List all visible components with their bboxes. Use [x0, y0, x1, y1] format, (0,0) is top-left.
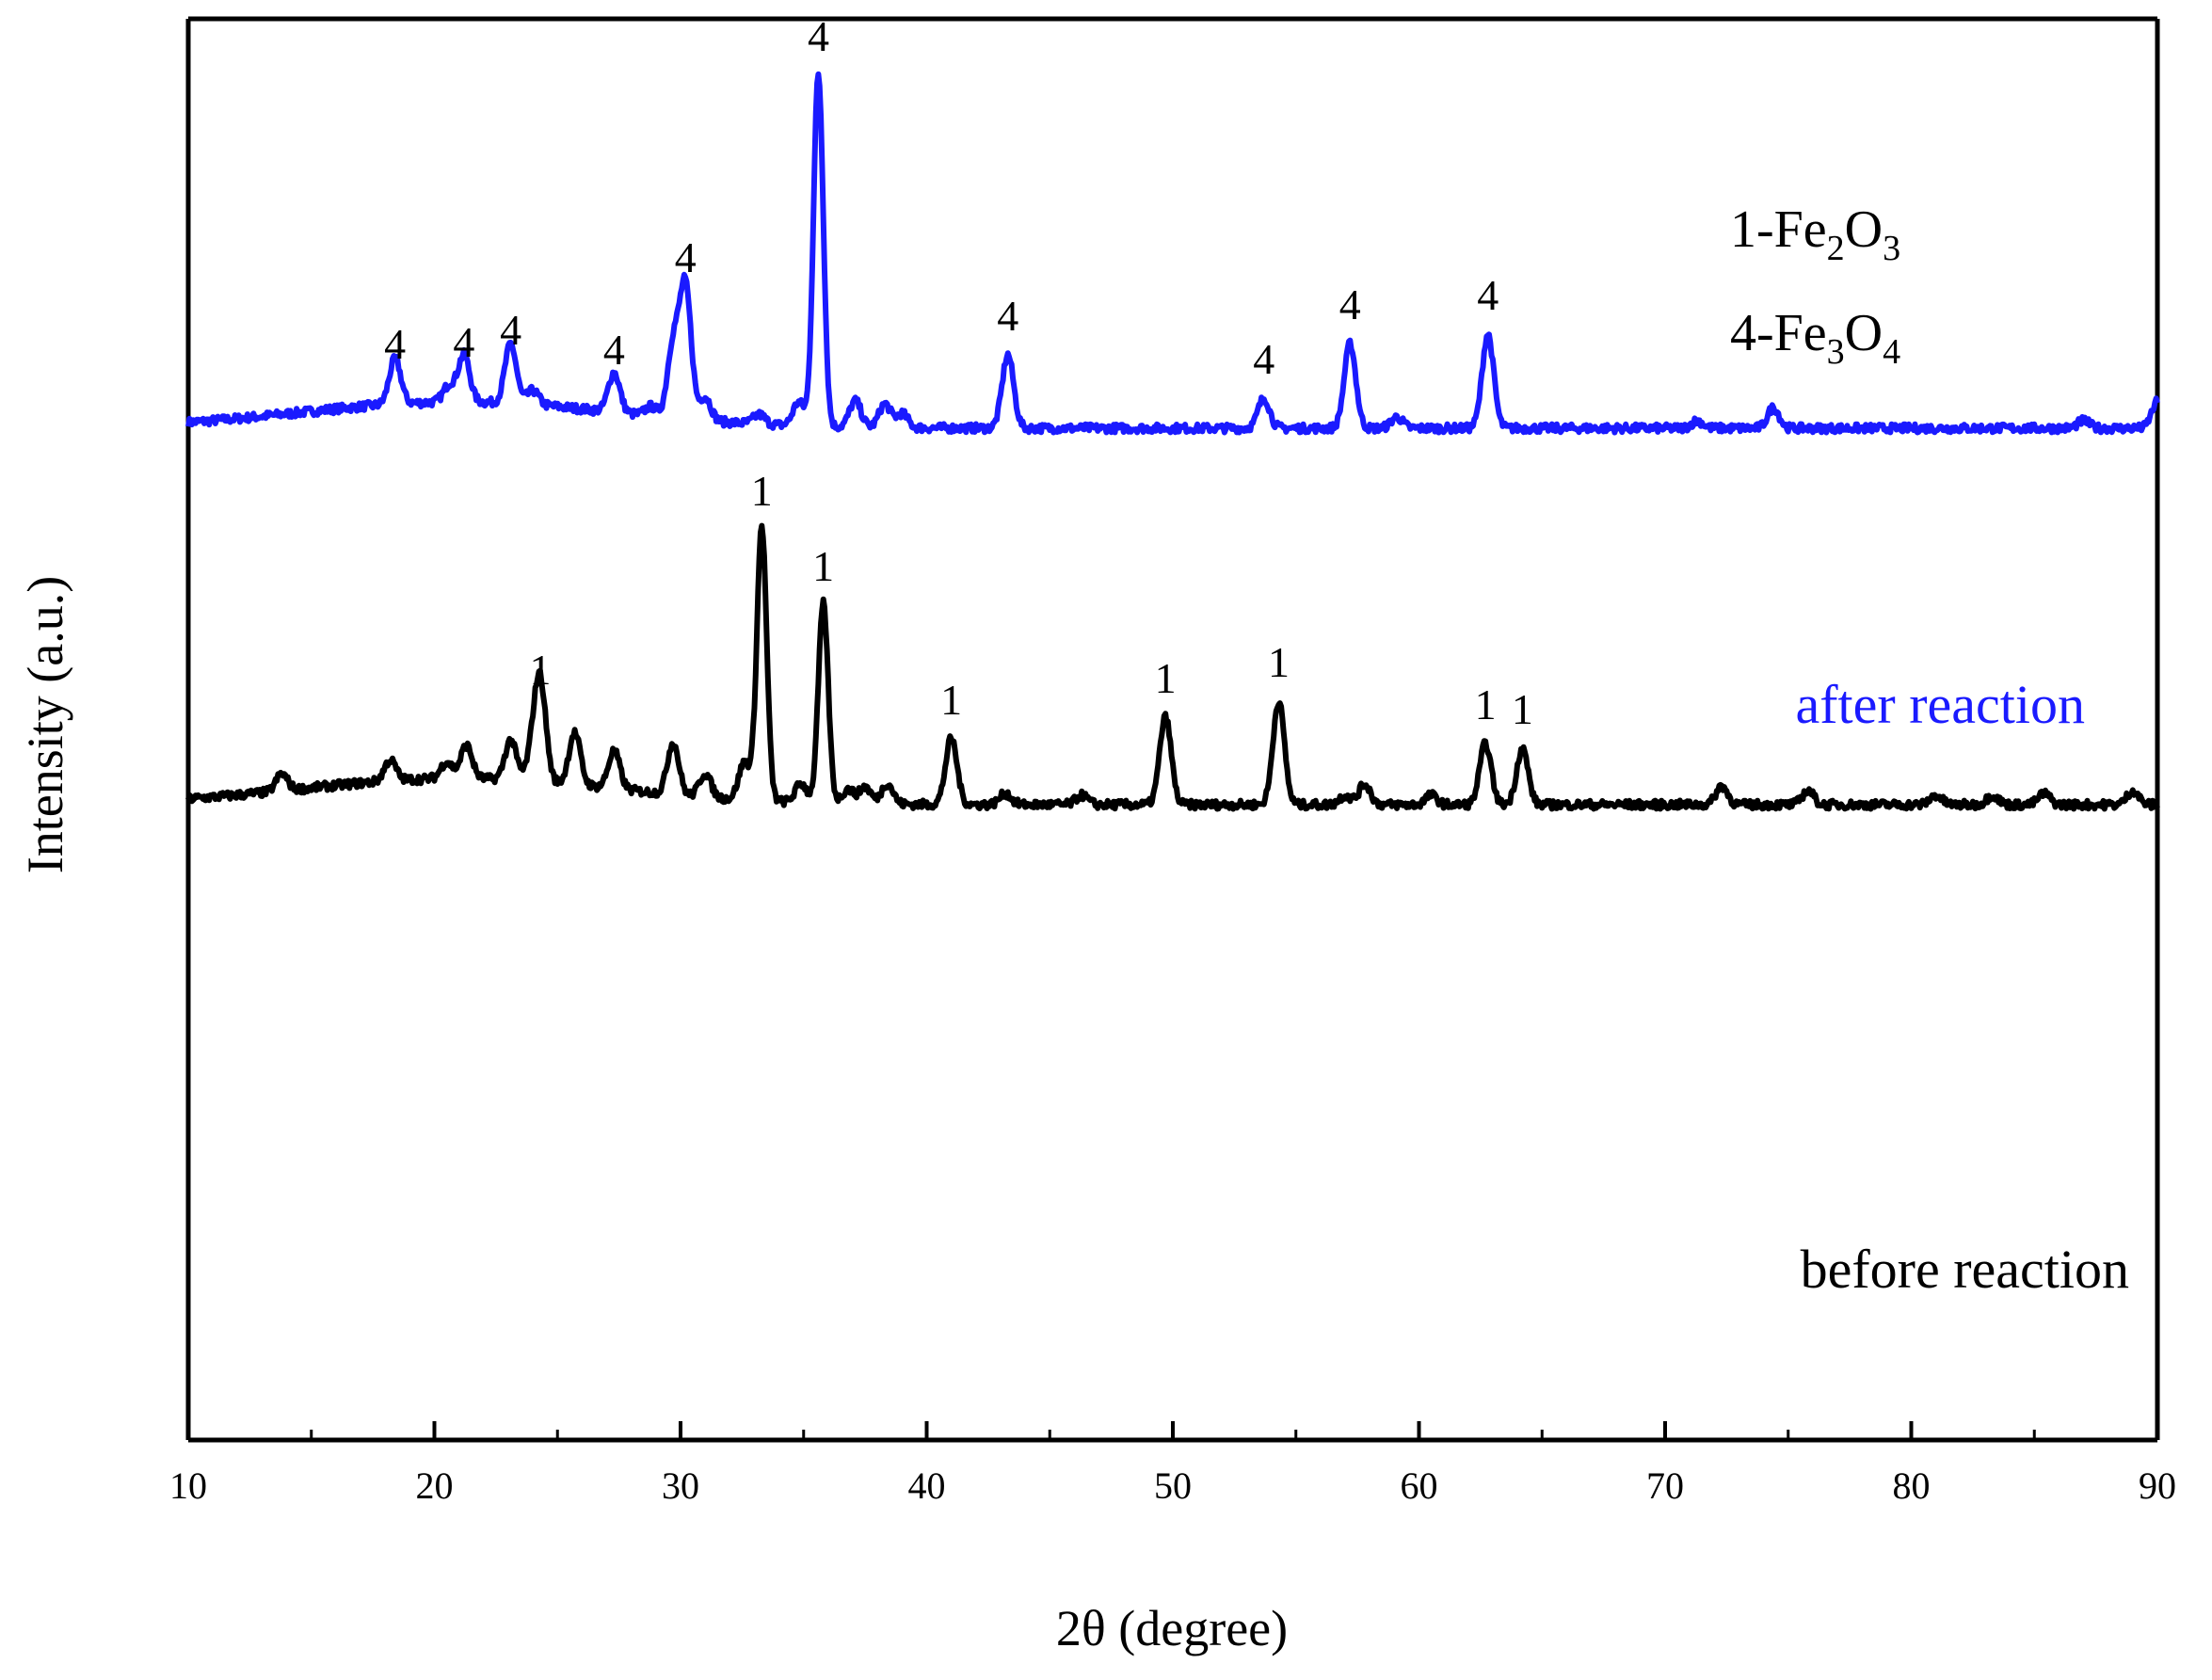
legend-text-part: -Fe	[1756, 200, 1827, 259]
legend-subscript: 4	[1883, 332, 1900, 372]
legend-number: 4	[1730, 304, 1756, 362]
x-axis-ticks: 10 20 30 40 50 60 70 80 90	[169, 1421, 2176, 1507]
x-axis-title: 2θ (degree)	[1056, 1600, 1288, 1656]
peak-label: 4	[1477, 271, 1499, 319]
plot-frame	[185, 16, 2160, 1443]
x-tick-label: 90	[2139, 1464, 2176, 1507]
peak-label: 4	[808, 12, 829, 60]
legend-text-part: -Fe	[1756, 304, 1827, 362]
peak-label: 4	[453, 318, 474, 366]
peak-label: 4	[675, 233, 697, 281]
series-line-before-reaction	[185, 522, 2160, 812]
x-tick-label: 80	[1893, 1464, 1931, 1507]
series-line-after-reaction	[185, 71, 2160, 436]
peak-label: 1	[1155, 654, 1177, 702]
x-tick-label: 30	[662, 1464, 699, 1507]
peak-label: 4	[997, 292, 1018, 340]
peak-label: 1	[1475, 680, 1497, 728]
peak-label: 4	[500, 306, 521, 354]
peak-label: 4	[1253, 335, 1274, 383]
peak-label: 1	[751, 467, 773, 515]
legend-entry: 1-Fe2O3	[1730, 200, 1900, 268]
legend-subscript: 3	[1883, 229, 1900, 268]
peak-label: 1	[529, 646, 551, 694]
x-tick-label: 70	[1646, 1464, 1684, 1507]
peak-label: 1	[1512, 685, 1533, 733]
y-axis-title: Intensity (a.u.)	[17, 576, 73, 873]
legend-number: 1	[1730, 200, 1756, 259]
legend-subscript: 3	[1827, 332, 1845, 372]
peak-label: 1	[940, 676, 962, 724]
series-label-after: after reaction	[1795, 674, 2085, 735]
peak-label: 1	[812, 542, 834, 590]
legend-entry: 4-Fe3O4	[1730, 304, 1900, 372]
legend-text-part: O	[1845, 200, 1883, 259]
peak-label: 4	[384, 320, 406, 368]
legend-text-part: O	[1845, 304, 1883, 362]
peak-label: 4	[603, 326, 625, 374]
x-tick-label: 50	[1154, 1464, 1192, 1507]
legend-subscript: 2	[1827, 229, 1845, 268]
x-tick-label: 10	[169, 1464, 207, 1507]
x-tick-label: 40	[908, 1464, 946, 1507]
series-label-before: before reaction	[1801, 1239, 2129, 1300]
series-group	[185, 71, 2160, 812]
series-labels: after reaction before reaction	[1795, 674, 2129, 1300]
x-tick-label: 60	[1401, 1464, 1438, 1507]
peak-label: 1	[1268, 638, 1290, 686]
peak-label: 4	[1339, 280, 1361, 328]
x-tick-label: 20	[416, 1464, 454, 1507]
